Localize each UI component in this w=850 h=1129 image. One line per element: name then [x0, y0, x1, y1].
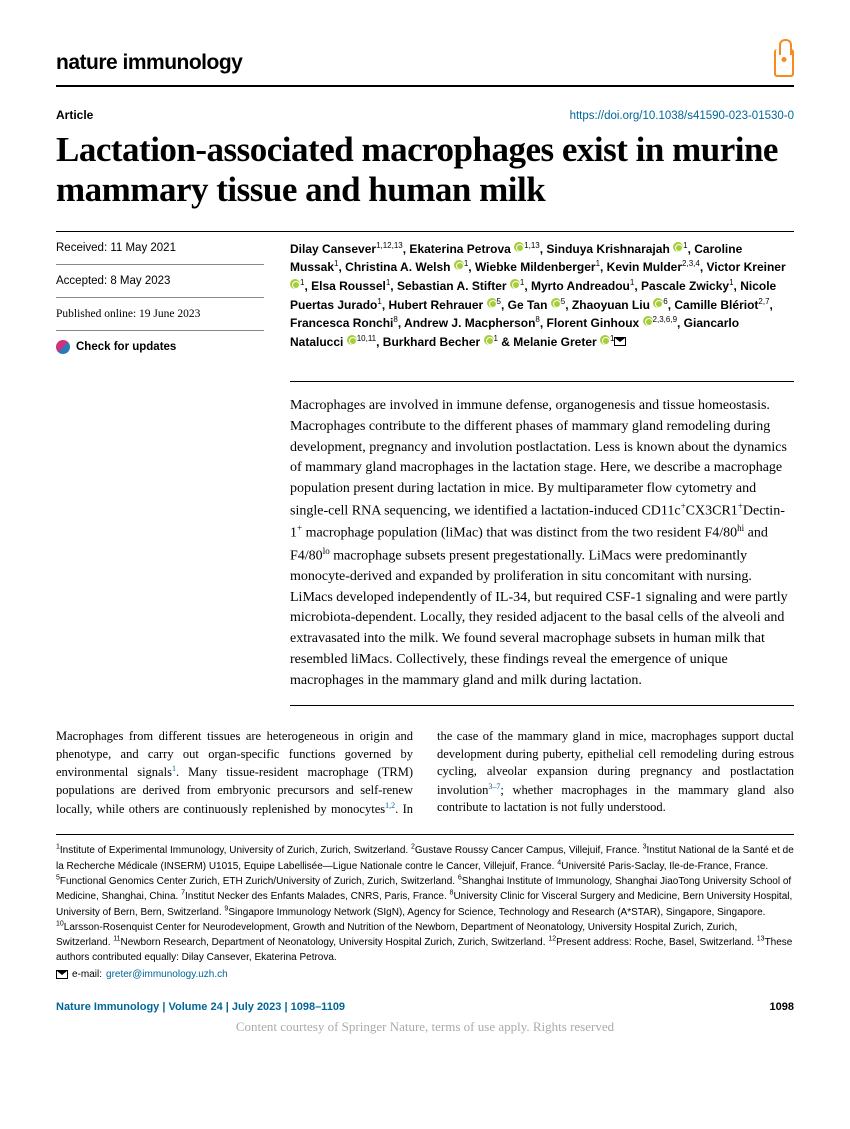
affiliations: 1Institute of Experimental Immunology, U…	[56, 834, 794, 982]
envelope-icon	[56, 970, 68, 979]
abstract-section: Macrophages are involved in immune defen…	[56, 381, 794, 706]
abstract-text: Macrophages are involved in immune defen…	[290, 381, 794, 706]
body-paragraph: Macrophages from different tissues are h…	[56, 729, 478, 815]
check-updates-label: Check for updates	[76, 339, 176, 355]
article-type-label: Article	[56, 107, 93, 124]
footer-citation: Nature Immunology | Volume 24 | July 202…	[56, 1000, 345, 1015]
journal-name: nature immunology	[56, 48, 242, 77]
crossmark-icon	[56, 340, 70, 354]
corresponding-email[interactable]: greter@immunology.uzh.ch	[106, 967, 228, 982]
article-meta-row: Article https://doi.org/10.1038/s41590-0…	[56, 107, 794, 124]
body-paragraph: of the mammary gland in mice, macrophage…	[437, 729, 794, 814]
article-title: Lactation-associated macrophages exist i…	[56, 130, 794, 208]
doi-link[interactable]: https://doi.org/10.1038/s41590-023-01530…	[570, 108, 794, 124]
meta-block: Received: 11 May 2021 Accepted: 8 May 20…	[56, 231, 794, 363]
affiliations-text: 1Institute of Experimental Immunology, U…	[56, 845, 794, 963]
dates-column: Received: 11 May 2021 Accepted: 8 May 20…	[56, 232, 264, 363]
open-access-icon	[774, 49, 794, 77]
watermark-text: Content courtesy of Springer Nature, ter…	[56, 1018, 794, 1036]
page-number: 1098	[770, 1000, 794, 1015]
received-date: Received: 11 May 2021	[56, 232, 264, 265]
header: nature immunology	[56, 48, 794, 87]
published-date: Published online: 19 June 2023	[56, 298, 264, 331]
body-text: Macrophages from different tissues are h…	[56, 728, 794, 818]
page-footer: Nature Immunology | Volume 24 | July 202…	[56, 1000, 794, 1015]
email-label: e-mail:	[72, 967, 102, 982]
authors-list: Dilay Cansever1,12,13, Ekaterina Petrova…	[264, 232, 794, 363]
accepted-date: Accepted: 8 May 2023	[56, 265, 264, 298]
check-updates-button[interactable]: Check for updates	[56, 331, 264, 363]
